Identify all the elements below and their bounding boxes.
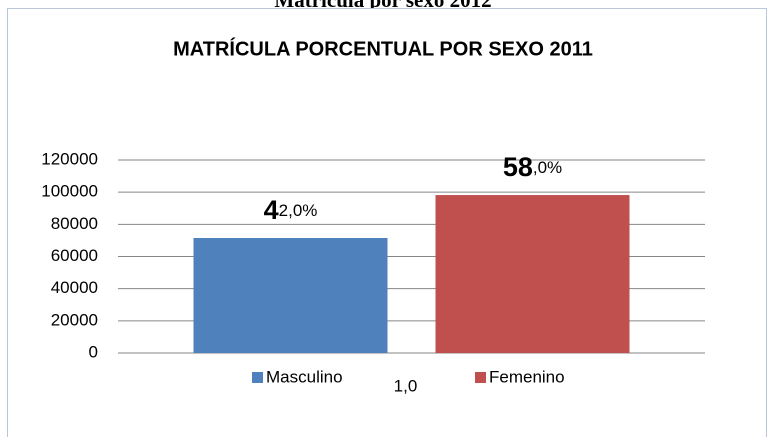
y-tick-label: 120000 [41, 149, 98, 168]
page-heading: Matrícula por sexo 2012 [274, 0, 491, 12]
legend-label: Femenino [489, 367, 565, 386]
data-label-part: 58 [503, 152, 533, 182]
data-label-part: ,0% [533, 159, 562, 178]
y-tick-label: 20000 [51, 310, 98, 329]
data-label: 42,0% [264, 195, 318, 225]
legend-swatch [475, 372, 486, 383]
bar [435, 195, 630, 353]
y-tick-label: 80000 [51, 214, 98, 233]
bar [193, 238, 388, 353]
legend-label: Masculino [266, 367, 343, 386]
legend-swatch [252, 372, 263, 383]
y-tick-label: 0 [89, 342, 98, 361]
y-tick-label: 40000 [51, 278, 98, 297]
y-tick-label: 60000 [51, 246, 98, 265]
x-tick-label: 1,0 [394, 376, 418, 395]
chart-border [7, 8, 767, 437]
data-label: 58,0% [503, 152, 562, 182]
data-label-part: 4 [264, 195, 279, 225]
data-label-part: 2,0% [279, 201, 318, 220]
chart-title: MATRÍCULA PORCENTUAL POR SEXO 2011 [173, 37, 593, 60]
y-tick-label: 100000 [41, 182, 98, 201]
